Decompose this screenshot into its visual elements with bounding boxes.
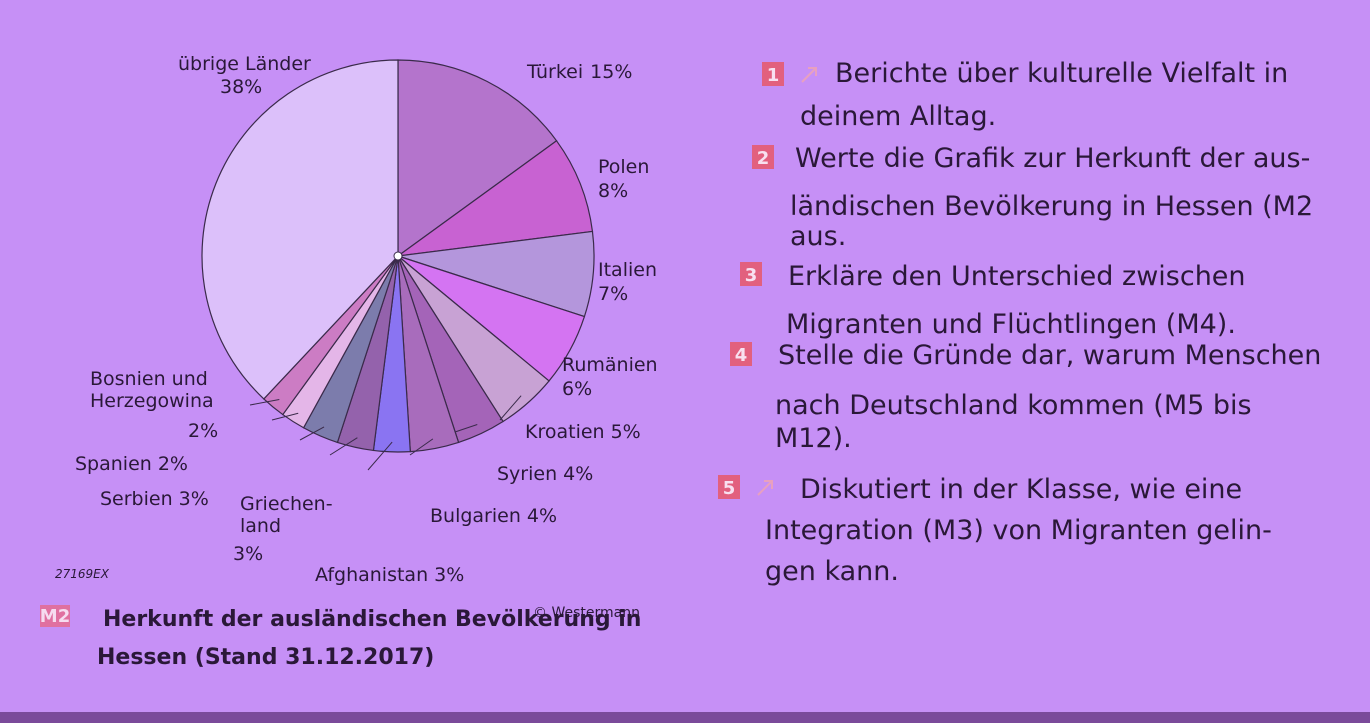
caption-line: Hessen (Stand 31.12.2017) (97, 645, 434, 670)
task-box (718, 475, 740, 499)
task-number: 4 (735, 345, 748, 366)
pie-slice (201, 59, 399, 400)
task-box (762, 62, 784, 86)
leader-line (454, 424, 478, 433)
slice-value: 15% (590, 61, 632, 83)
task-line: Erkläre den Unterschied zwischen (788, 261, 1246, 292)
leader-line (271, 412, 299, 421)
task-line: aus. (790, 221, 846, 252)
leader-line (499, 395, 522, 421)
task-line: Stelle die Gründe dar, warum Menschen (778, 340, 1321, 371)
slice-label: Kroatien (525, 421, 605, 443)
task-line: nach Deutschland kommen (M5 bis (775, 390, 1252, 421)
slice-value: 8% (598, 180, 628, 202)
task-line: Werte die Grafik zur Herkunft der aus- (795, 143, 1310, 174)
task-number: 1 (767, 65, 780, 86)
task-box (752, 145, 774, 169)
pie-slice (397, 59, 558, 258)
slice-value: 3% (179, 488, 209, 510)
task-number: 5 (723, 478, 736, 499)
slice-label: Bulgarien (430, 505, 521, 527)
slice-label: Afghanistan (315, 564, 428, 586)
leader-line (249, 398, 280, 406)
slice-value: 4% (527, 505, 557, 527)
code: 27169EX (55, 567, 110, 581)
slice-label: Bosnien und Herzegowina (90, 368, 214, 412)
slice-label: Polen (598, 156, 649, 178)
slice-label: Italien (598, 259, 657, 281)
caption-label: M2 (40, 606, 70, 627)
slice-label: Türkei (526, 61, 583, 83)
leader-line (299, 426, 325, 441)
task-line: M12). (775, 423, 852, 454)
caption-line: Herkunft der ausländischen Bevölkerung i… (103, 607, 641, 632)
task-number: 3 (745, 265, 758, 286)
task-box (730, 342, 752, 366)
slice-value: 38% (220, 76, 262, 98)
arrow-icon (757, 480, 773, 496)
slice-value: 3% (434, 564, 464, 586)
task-number: 2 (757, 148, 770, 169)
leader-line (367, 441, 393, 471)
task-line: Migranten und Flüchtlingen (M4). (786, 309, 1236, 340)
pie-slice (397, 139, 594, 257)
pie-center (393, 251, 403, 261)
slice-label: übrige Länder (178, 53, 311, 75)
leader-line (329, 437, 358, 456)
task-line: deinem Alltag. (800, 101, 996, 132)
task-line: gen kann. (765, 556, 899, 587)
slice-label: Griechen-land (240, 493, 333, 537)
task-box (740, 262, 762, 286)
task-line: ländischen Bevölkerung in Hessen (M2 (790, 191, 1313, 222)
page-edge (0, 712, 1370, 723)
slice-value: 6% (562, 378, 592, 400)
arrow-icon (801, 67, 817, 83)
caption-box (40, 605, 70, 627)
slice-value: 2% (158, 453, 188, 475)
slice-label: Syrien (497, 463, 557, 485)
slice-value: 7% (598, 283, 628, 305)
slice-label: Serbien (100, 488, 173, 510)
slice-label: Spanien (75, 453, 152, 475)
slice-value: 3% (233, 543, 263, 565)
task-line: Berichte über kulturelle Vielfalt in (835, 58, 1288, 89)
task-line: Diskutiert in der Klasse, wie eine (800, 474, 1242, 505)
slice-label: Rumänien (562, 354, 658, 376)
copyright: © Westermann (533, 605, 640, 621)
task-line: Integration (M3) von Migranten gelin- (765, 515, 1272, 546)
slice-value: 4% (563, 463, 593, 485)
slice-value: 5% (611, 421, 641, 443)
slice-value: 2% (188, 420, 218, 442)
leader-line (409, 438, 434, 456)
